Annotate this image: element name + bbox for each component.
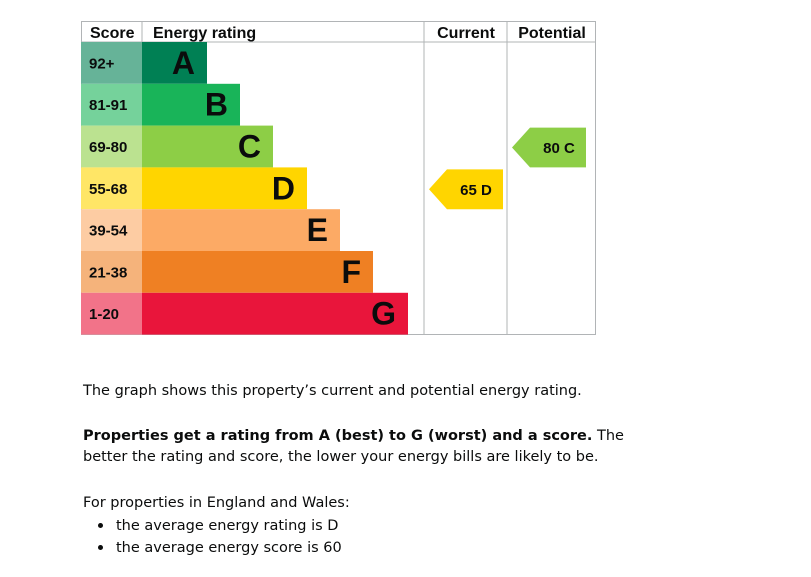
band-range-label: 81-91	[89, 97, 127, 114]
band-bar	[142, 125, 273, 168]
current-column-header: Current	[437, 25, 495, 42]
band-bar	[142, 292, 408, 335]
band-letter: A	[172, 45, 195, 81]
rating-explanation-text: Properties get a rating from A (best) to…	[83, 426, 643, 468]
band-range-cell	[81, 42, 142, 84]
band-a: 92+ A	[81, 42, 207, 84]
band-f: 21-38 F	[81, 251, 373, 293]
energy-rating-chart: Score Energy rating Current Potential 92…	[81, 21, 596, 335]
band-range-label: 39-54	[89, 223, 128, 240]
average-rating-item: the average energy rating is D	[98, 515, 342, 537]
current-rating-arrow-shape	[429, 169, 503, 210]
band-letter: C	[238, 129, 261, 165]
band-g: 1-20 G	[81, 292, 408, 335]
band-range-cell	[81, 251, 142, 293]
band-letter: G	[371, 296, 396, 332]
band-range-cell	[81, 209, 142, 251]
band-range-label: 55-68	[89, 181, 127, 198]
band-range-cell	[81, 125, 142, 168]
average-score-item: the average energy score is 60	[98, 537, 342, 559]
band-bar	[142, 83, 240, 126]
rating-explanation-bold: Properties get a rating from A (best) to…	[83, 427, 593, 444]
band-range-cell	[81, 83, 142, 126]
band-bar	[142, 42, 207, 84]
potential-rating-arrow-shape	[512, 127, 586, 168]
band-bar	[142, 209, 340, 251]
current-rating-arrow: 65 D	[429, 169, 503, 210]
potential-rating-arrow-label: 80 C	[543, 140, 575, 157]
band-c: 69-80 C	[81, 125, 273, 168]
band-e: 39-54 E	[81, 209, 340, 251]
band-b: 81-91 B	[81, 83, 240, 126]
potential-rating-arrow: 80 C	[512, 127, 586, 168]
band-letter: B	[205, 87, 228, 123]
rating-bands: 92+ A 81-91 B 69-80 C 55-68 D 39-54 E 21-38 F 1-20 G	[81, 42, 408, 335]
band-letter: D	[272, 170, 295, 206]
band-d: 55-68 D	[81, 167, 307, 210]
band-range-cell	[81, 167, 142, 210]
band-range-label: 69-80	[89, 139, 127, 156]
rating-column-header: Energy rating	[153, 25, 256, 42]
rating-arrows: 65 D 80 C	[429, 127, 586, 210]
band-letter: F	[341, 254, 361, 290]
band-range-label: 92+	[89, 55, 115, 72]
averages-list: the average energy rating is D the avera…	[98, 515, 342, 559]
rating-explanation-rest: The better the rating and score, the low…	[83, 427, 624, 465]
band-range-cell	[81, 292, 142, 335]
band-range-label: 21-38	[89, 264, 127, 281]
region-text: For properties in England and Wales:	[83, 494, 350, 511]
current-rating-arrow-label: 65 D	[460, 182, 492, 199]
band-letter: E	[307, 212, 328, 248]
band-range-label: 1-20	[89, 306, 119, 323]
chart-intro-text: The graph shows this property’s current …	[83, 382, 582, 399]
potential-column-header: Potential	[518, 25, 586, 42]
score-column-header: Score	[90, 25, 135, 42]
band-bar	[142, 251, 373, 293]
band-bar	[142, 167, 307, 210]
